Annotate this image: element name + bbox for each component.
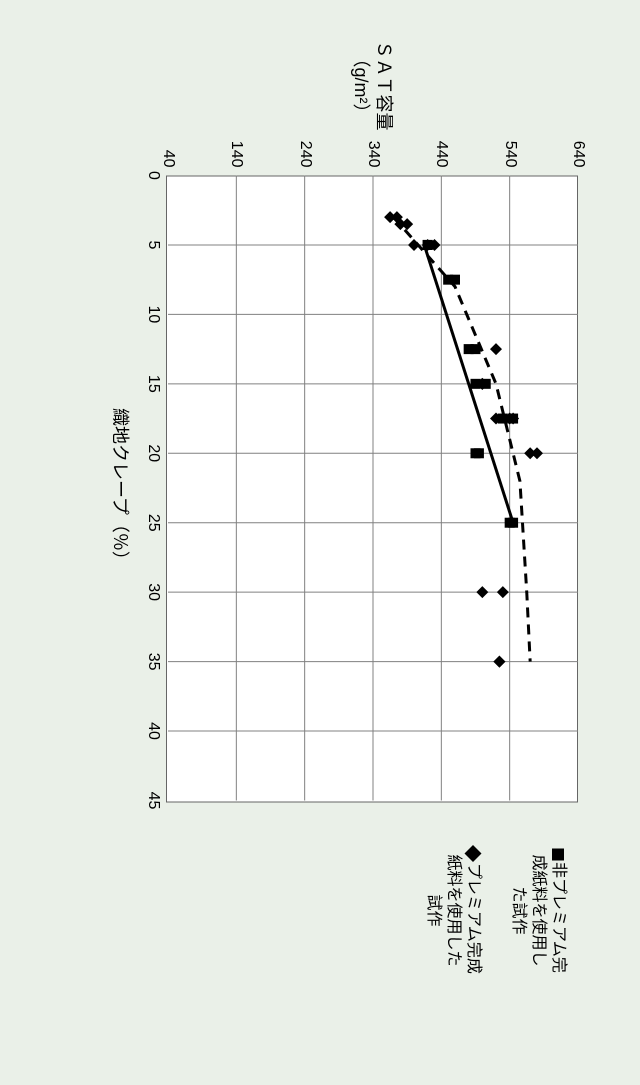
legend-label-line: た試作 (510, 886, 527, 934)
legend-label-line: 試作 (425, 894, 442, 926)
page: 0 5 10 15 20 25 30 35 40 45 40 140 240 340 440 540 640 織… (0, 0, 640, 1085)
y-tick-label: 440 (432, 140, 450, 167)
legend-item: 非プレミアム完成紙料を使用した試作 (508, 830, 568, 990)
data-point (474, 448, 484, 458)
x-tick-label: 15 (144, 374, 162, 392)
legend-label-line: 成紙料を使用し (530, 854, 547, 966)
x-axis-label: 織地クレープ（％） (108, 408, 134, 569)
y-tick-label: 140 (227, 140, 245, 167)
x-tick-label: 40 (144, 722, 162, 740)
data-point (497, 586, 509, 598)
data-point (531, 447, 543, 459)
square-icon (552, 848, 564, 860)
diamond-icon (465, 844, 482, 861)
x-tick-label: 0 (144, 171, 162, 180)
legend-label-line: 紙料を使用した (445, 854, 462, 966)
y-axis-label: ＳＡＴ容量 （g/m²） (348, 40, 395, 130)
data-point (508, 517, 518, 527)
data-point (490, 343, 502, 355)
data-point (408, 238, 420, 250)
data-point (464, 344, 474, 354)
data-point (401, 218, 413, 230)
legend-item: プレミアム完成紙料を使用した試作 (423, 830, 483, 990)
x-tick-label: 35 (144, 652, 162, 670)
rotated-container: 0 5 10 15 20 25 30 35 40 45 40 140 240 340 440 540 640 織… (0, 0, 640, 1085)
y-tick-label: 340 (364, 140, 382, 167)
data-point (450, 274, 460, 284)
legend-label-line: 非プレミアム完 (550, 862, 567, 973)
x-tick-label: 45 (144, 791, 162, 809)
x-tick-label: 25 (144, 513, 162, 531)
data-point (476, 586, 488, 598)
y-tick-label: 540 (501, 140, 519, 167)
x-tick-label: 20 (144, 444, 162, 462)
y-tick-label: 40 (159, 149, 177, 167)
legend-label-line: プレミアム完成 (465, 863, 482, 974)
x-tick-label: 30 (144, 583, 162, 601)
y-axis-label-line2: （g/m²） (351, 49, 371, 121)
x-tick-label: 5 (144, 240, 162, 249)
data-point (493, 655, 505, 667)
trend-line (424, 244, 513, 522)
y-axis-label-line1: ＳＡＴ容量 (374, 40, 394, 130)
y-tick-label: 640 (569, 140, 587, 167)
x-tick-label: 10 (144, 305, 162, 323)
y-tick-label: 240 (296, 140, 314, 167)
